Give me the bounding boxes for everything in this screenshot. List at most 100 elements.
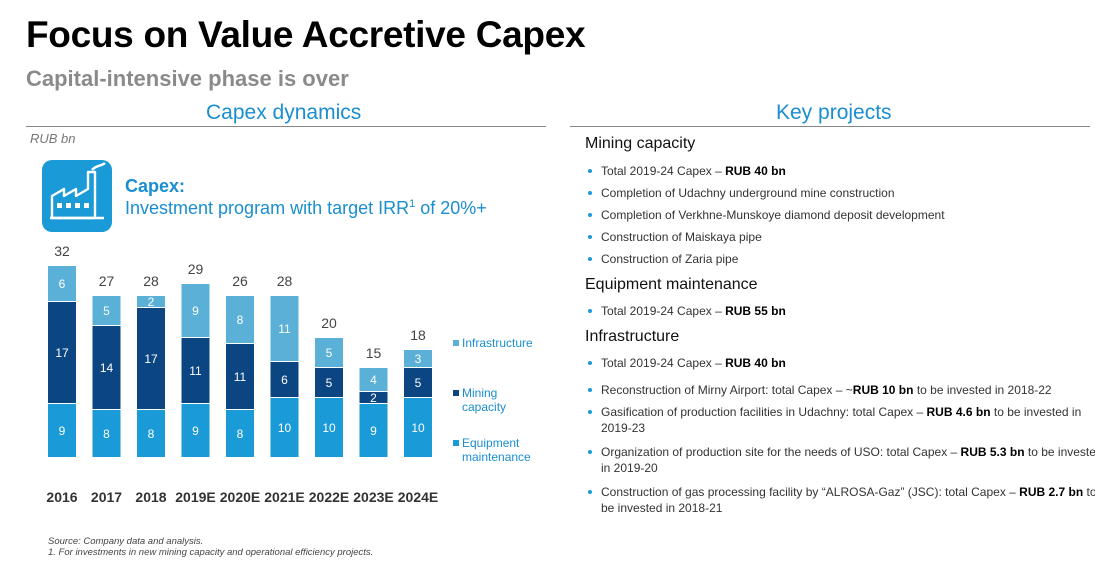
bullet-amount: RUB 2.7 bn (1019, 485, 1084, 499)
bar-segment (315, 338, 343, 367)
segment-label: 10 (322, 421, 336, 435)
segment-label: 8 (103, 427, 110, 441)
total-label: 26 (232, 273, 248, 289)
bullet-amount: RUB 4.6 bn (926, 405, 991, 419)
capex-desc-end: of 20%+ (415, 198, 487, 218)
bar-segment (270, 362, 299, 397)
project-bullet: Reconstruction of Mirny Airport: total C… (585, 382, 1095, 398)
segment-label: 9 (192, 424, 199, 438)
bullet-amount: RUB 5.3 bn (960, 445, 1025, 459)
x-tick-label: 2020E (220, 489, 260, 505)
segment-label: 11 (234, 370, 247, 384)
key-projects-list: Mining capacity Total 2019-24 Capex – RUB… (585, 0, 1095, 569)
bullet-text: Total 2019-24 Capex – (601, 304, 726, 318)
bullet-text: Construction of gas processing facility … (601, 485, 1020, 499)
chart-legend: Infrastructure Mining capacity Equipment mai… (453, 336, 543, 476)
segment-label: 6 (281, 373, 288, 387)
segment-label: 5 (415, 376, 422, 390)
total-label: 32 (54, 243, 70, 259)
legend-item: Mining capacity (453, 386, 506, 414)
bullet-text: Completion of Verkhne-Munskoye diamond d… (601, 208, 945, 222)
total-label: 27 (99, 273, 115, 289)
footnote-source: Source: Company data and analysis. (48, 536, 204, 547)
capex-title: Capex: (125, 176, 186, 196)
segment-label: 9 (59, 424, 66, 438)
bar-segment (181, 338, 210, 403)
segment-label: 11 (189, 364, 202, 378)
bar-segment (48, 266, 76, 301)
project-group-title: Infrastructure (585, 328, 680, 345)
legend-label: Infrastructure (462, 336, 533, 350)
total-label: 15 (366, 345, 382, 361)
bullet-amount: RUB 10 bn (852, 383, 914, 397)
legend-swatch (453, 340, 459, 346)
segment-label: 5 (326, 346, 333, 360)
bullet-text: Total 2019-24 Capex – (601, 356, 726, 370)
project-group-title: Equipment maintenance (585, 276, 758, 293)
x-tick-label: 2021E (264, 489, 304, 505)
bullet-text: Completion of Udachny underground mine c… (601, 186, 895, 200)
bullet-text: Construction of Zaria pipe (601, 252, 739, 266)
x-tick-label: 2017 (91, 489, 122, 505)
segment-label: 10 (411, 421, 425, 435)
x-tick-label: 2016 (46, 489, 77, 505)
bar-segment (181, 284, 210, 337)
capex-chart: 9176322016814527201781722820189119292019… (46, 243, 438, 505)
segment-label: 4 (370, 373, 377, 387)
capex-dynamics-heading: Capex dynamics (206, 101, 362, 124)
bar-segment (404, 368, 432, 397)
bar-segment (270, 296, 299, 361)
project-bullet: Gasification of production facilities in… (585, 404, 1095, 436)
bar-segment (404, 350, 432, 367)
project-group-title: Mining capacity (585, 135, 696, 152)
bar-segment (359, 368, 388, 391)
unit-label: RUB bn (30, 131, 76, 146)
bar-segment (315, 398, 343, 457)
bar-segment (226, 296, 254, 343)
factory-icon (42, 160, 112, 232)
project-bullet: Construction of Zaria pipe (585, 251, 1095, 267)
bar-segment (315, 368, 343, 397)
project-bullet: Construction of Maiskaya pipe (585, 229, 1095, 245)
segment-label: 17 (55, 346, 69, 360)
segment-label: 9 (370, 424, 377, 438)
legend-swatch (453, 440, 459, 446)
bullet-text-end: to be invested in 2019-23 (601, 405, 1082, 435)
x-tick-label: 2023E (353, 489, 393, 505)
bullet-amount: RUB 40 bn (725, 356, 786, 370)
bar-segment (359, 404, 388, 457)
project-bullet: Organization of production site for the … (585, 444, 1095, 476)
legend-swatch (453, 390, 459, 396)
bullet-amount: RUB 55 bn (725, 304, 786, 318)
left-heading-rule (26, 126, 546, 127)
total-label: 18 (410, 327, 426, 343)
segment-label: 10 (278, 421, 292, 435)
segment-label: 11 (278, 322, 291, 336)
bar-segment (137, 296, 165, 307)
x-tick-label: 2019E (175, 489, 215, 505)
bar-segment (226, 410, 254, 457)
segment-label: 5 (326, 376, 333, 390)
page-subtitle: Capital-intensive phase is over (26, 66, 349, 91)
bullet-text: Reconstruction of Mirny Airport: total C… (601, 383, 853, 397)
legend-label: maintenance (462, 450, 531, 464)
bar-segment (48, 302, 76, 403)
legend-item: Infrastructure (453, 336, 533, 350)
segment-label: 2 (148, 295, 155, 309)
bullet-text-end: to be invested in 2018-22 (913, 383, 1052, 397)
bullet-text: Construction of Maiskaya pipe (601, 230, 762, 244)
x-tick-label: 2018 (135, 489, 166, 505)
bar-segment (359, 392, 388, 403)
segment-label: 8 (237, 313, 244, 327)
right-heading-rule (570, 126, 1090, 127)
segment-label: 6 (59, 277, 66, 291)
project-bullet: Completion of Verkhne-Munskoye diamond d… (585, 207, 1095, 223)
project-bullet: Total 2019-24 Capex – RUB 55 bn (585, 303, 1095, 319)
capex-desc-text: Investment program with target IRR (125, 198, 410, 218)
total-label: 28 (277, 273, 293, 289)
bar-segment (92, 296, 121, 325)
project-bullet: Total 2019-24 Capex – RUB 40 bn (585, 355, 1095, 371)
bar-segment (137, 410, 165, 457)
project-bullet: Total 2019-24 Capex – RUB 40 bn (585, 163, 1095, 179)
legend-label: Equipment (462, 436, 520, 450)
